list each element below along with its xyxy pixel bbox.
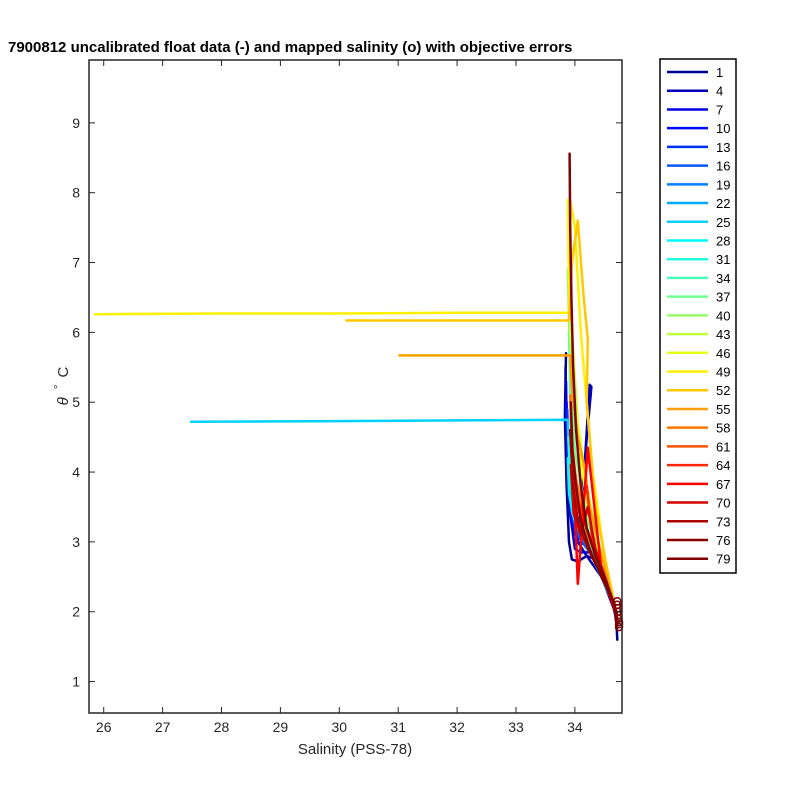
x-tick-label: 27 [155,719,171,735]
legend-label-28: 28 [716,233,730,248]
y-tick-label: 7 [72,255,80,271]
x-tick-label: 26 [96,719,112,735]
series-layer [93,152,619,641]
y-tick-label: 8 [72,185,80,201]
y-axis-symbol: θ [55,397,72,405]
legend-label-58: 58 [716,421,730,436]
y-tick-label: 5 [72,394,80,410]
x-tick-label: 29 [273,719,289,735]
legend-items: 1 4 7 10 13 16 19 22 25 28 31 34 37 40 43 46 49 52 55 58 61 6… [667,65,730,567]
legend-label-49: 49 [716,365,730,380]
legend-label-19: 19 [716,177,730,192]
y-tick-label: 6 [72,324,80,340]
legend-label-37: 37 [716,290,730,305]
x-tick-label: 31 [390,719,406,735]
legend-label-76: 76 [716,533,730,548]
legend-label-46: 46 [716,346,730,361]
legend-label-7: 7 [716,102,723,117]
legend-label-55: 55 [716,402,730,417]
x-axis-label: Salinity (PSS-78) [298,741,412,758]
y-tick-label: 3 [72,534,80,550]
series-line-55 [398,354,618,613]
y-tick-label: 9 [72,115,80,131]
x-tick-label: 32 [449,719,465,735]
y-axis-label: θ ° C [49,366,72,405]
legend-label-73: 73 [716,514,730,529]
y-axis-unit: C [55,366,72,377]
legend: 1 4 7 10 13 16 19 22 25 28 31 34 37 40 43 46 49 52 55 58 61 6… [659,58,737,574]
plot-background [89,60,622,713]
legend-label-22: 22 [716,196,730,211]
legend-label-1: 1 [716,65,723,80]
legend-label-31: 31 [716,252,730,267]
legend-label-79: 79 [716,552,730,567]
legend-label-67: 67 [716,477,730,492]
y-axis-degree: ° [53,385,65,389]
legend-label-40: 40 [716,308,730,323]
legend-label-70: 70 [716,496,730,511]
legend-label-52: 52 [716,383,730,398]
y-tick-label: 2 [72,604,80,620]
x-tick-label: 33 [508,719,524,735]
legend-label-4: 4 [716,84,723,99]
legend-label-16: 16 [716,159,730,174]
x-tick-label: 34 [567,719,583,735]
plot-frame [88,59,623,714]
svg-text:θ ° C: θ ° C [49,366,72,405]
legend-label-61: 61 [716,439,730,454]
legend-label-43: 43 [716,327,730,342]
y-tick-label: 4 [72,464,80,480]
series-line-52 [345,219,618,613]
legend-label-64: 64 [716,458,730,473]
series-line-79 [568,152,619,617]
x-tick-label: 28 [214,719,230,735]
y-tick-label: 1 [72,674,80,690]
legend-label-10: 10 [716,121,730,136]
chart-title: 7900812 uncalibrated float data (-) and … [8,39,572,56]
legend-label-34: 34 [716,271,730,286]
legend-label-13: 13 [716,140,730,155]
x-tick-label: 30 [332,719,348,735]
legend-label-25: 25 [716,215,730,230]
